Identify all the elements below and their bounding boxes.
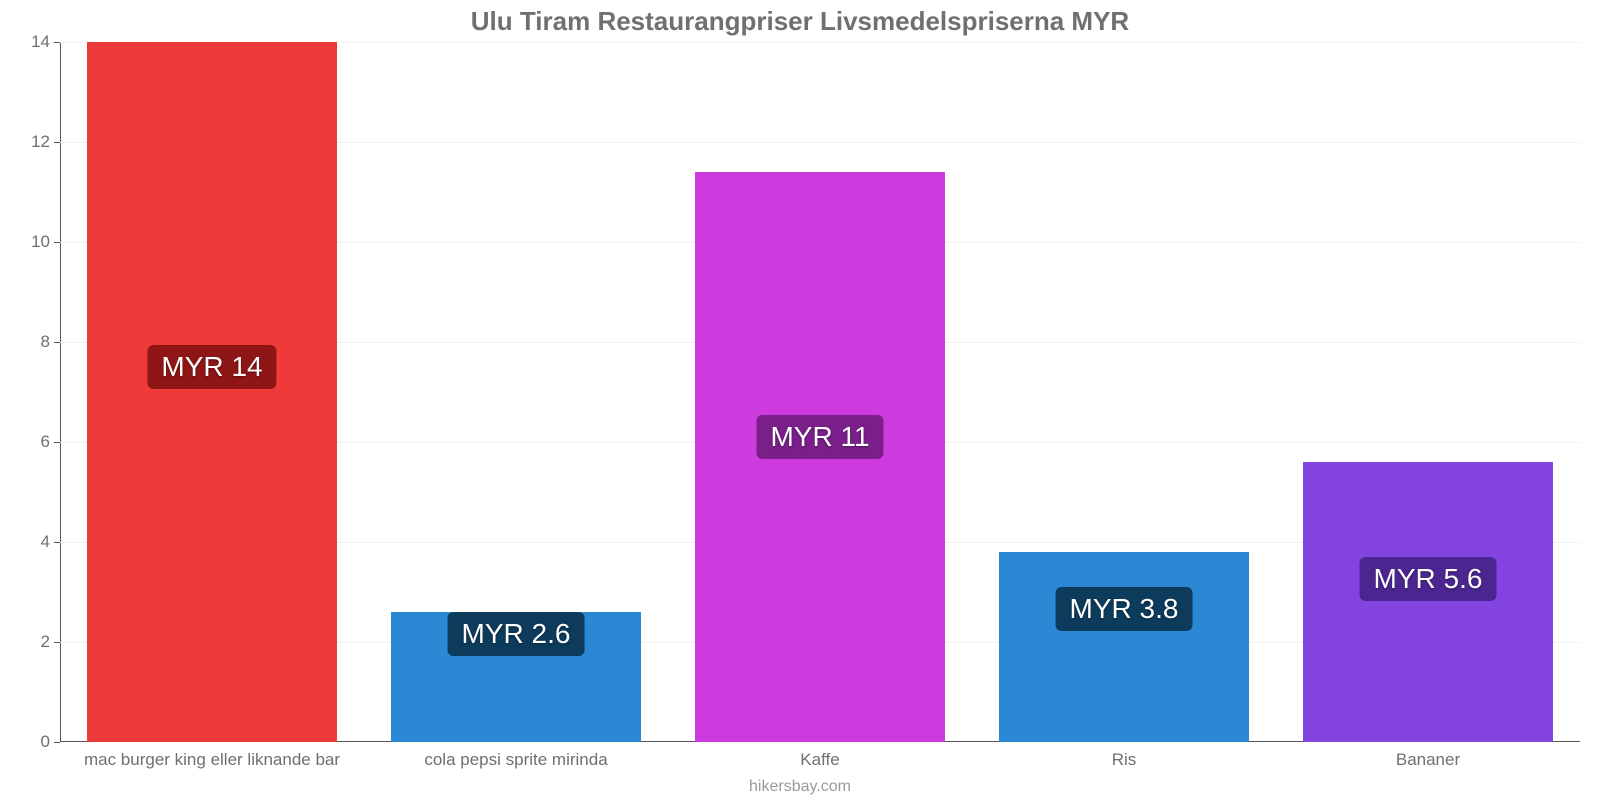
y-tick-label: 8 <box>10 332 60 352</box>
attribution-text: hikersbay.com <box>0 778 1600 796</box>
bar-value-label: MYR 11 <box>756 415 883 459</box>
bar-value-label: MYR 5.6 <box>1360 557 1497 601</box>
x-category-label: Kaffe <box>800 750 839 770</box>
chart-title: Ulu Tiram Restaurangpriser Livsmedelspri… <box>0 6 1600 37</box>
y-tick-label: 6 <box>10 432 60 452</box>
price-bar-chart: Ulu Tiram Restaurangpriser Livsmedelspri… <box>0 0 1600 800</box>
y-tick-label: 4 <box>10 532 60 552</box>
x-category-label: Ris <box>1112 750 1137 770</box>
y-axis <box>60 42 61 742</box>
y-tick-label: 14 <box>10 32 60 52</box>
y-tick-label: 12 <box>10 132 60 152</box>
bar-value-label: MYR 3.8 <box>1056 587 1193 631</box>
bar-value-label: MYR 2.6 <box>448 612 585 656</box>
bar <box>87 42 336 742</box>
y-tick-label: 0 <box>10 732 60 752</box>
bar-value-label: MYR 14 <box>147 345 276 389</box>
y-tick-label: 2 <box>10 632 60 652</box>
bar <box>1303 462 1552 742</box>
x-category-label: cola pepsi sprite mirinda <box>424 750 607 770</box>
bar <box>999 552 1248 742</box>
x-category-label: mac burger king eller liknande bar <box>84 750 340 770</box>
y-tick-label: 10 <box>10 232 60 252</box>
plot-area: 02468101214MYR 14mac burger king eller l… <box>60 42 1580 742</box>
x-category-label: Bananer <box>1396 750 1460 770</box>
